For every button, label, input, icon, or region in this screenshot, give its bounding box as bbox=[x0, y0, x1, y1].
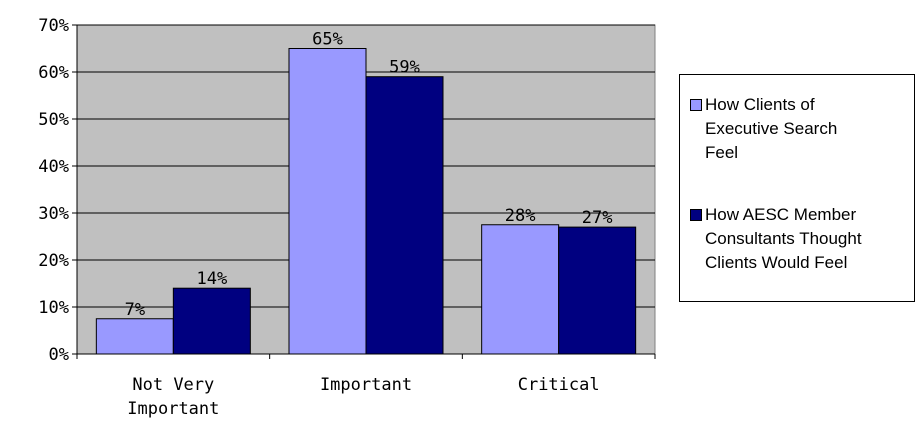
legend-swatch-clients bbox=[690, 99, 702, 111]
data-label: 65% bbox=[312, 30, 343, 50]
data-label: 27% bbox=[582, 208, 613, 228]
y-tick-label: 40% bbox=[38, 157, 69, 177]
y-tick-label: 50% bbox=[38, 110, 69, 130]
bar-clients bbox=[95, 318, 174, 355]
x-category-label: Important bbox=[320, 375, 412, 395]
bar-clients bbox=[288, 48, 367, 355]
bar-consultants bbox=[558, 226, 637, 355]
bar-consultants bbox=[172, 287, 251, 355]
data-label: 28% bbox=[505, 206, 536, 226]
legend-label-clients: How Clients of Executive Search Feel bbox=[705, 95, 838, 162]
legend-label-consultants: How AESC Member Consultants Thought Clie… bbox=[705, 205, 862, 272]
y-tick-label: 30% bbox=[38, 204, 69, 224]
legend: How Clients of Executive Search Feel How… bbox=[679, 74, 915, 302]
legend-item-consultants: How AESC Member Consultants Thought Clie… bbox=[690, 203, 918, 275]
bar-clients bbox=[481, 224, 560, 355]
x-category-label: Critical bbox=[518, 375, 600, 395]
x-category-label: Not Very Important bbox=[127, 375, 219, 419]
bars bbox=[95, 48, 637, 355]
y-tick-label: 20% bbox=[38, 251, 69, 271]
y-tick-label: 70% bbox=[38, 16, 69, 36]
y-axis: 0% 10% 20% 30% 40% 50% 60% 70% bbox=[38, 16, 78, 365]
bar-consultants bbox=[365, 76, 444, 355]
data-labels: 7% 14% 65% 59% 28% 27% bbox=[125, 30, 613, 320]
data-label: 7% bbox=[125, 300, 145, 320]
y-tick-label: 10% bbox=[38, 298, 69, 318]
y-tick-label: 0% bbox=[49, 345, 69, 365]
data-label: 14% bbox=[196, 269, 227, 289]
legend-item-clients: How Clients of Executive Search Feel bbox=[690, 93, 918, 165]
legend-swatch-consultants bbox=[690, 209, 702, 221]
data-label: 59% bbox=[389, 58, 420, 78]
x-axis: Not Very Important Important Critical bbox=[76, 353, 656, 419]
y-tick-label: 60% bbox=[38, 63, 69, 83]
